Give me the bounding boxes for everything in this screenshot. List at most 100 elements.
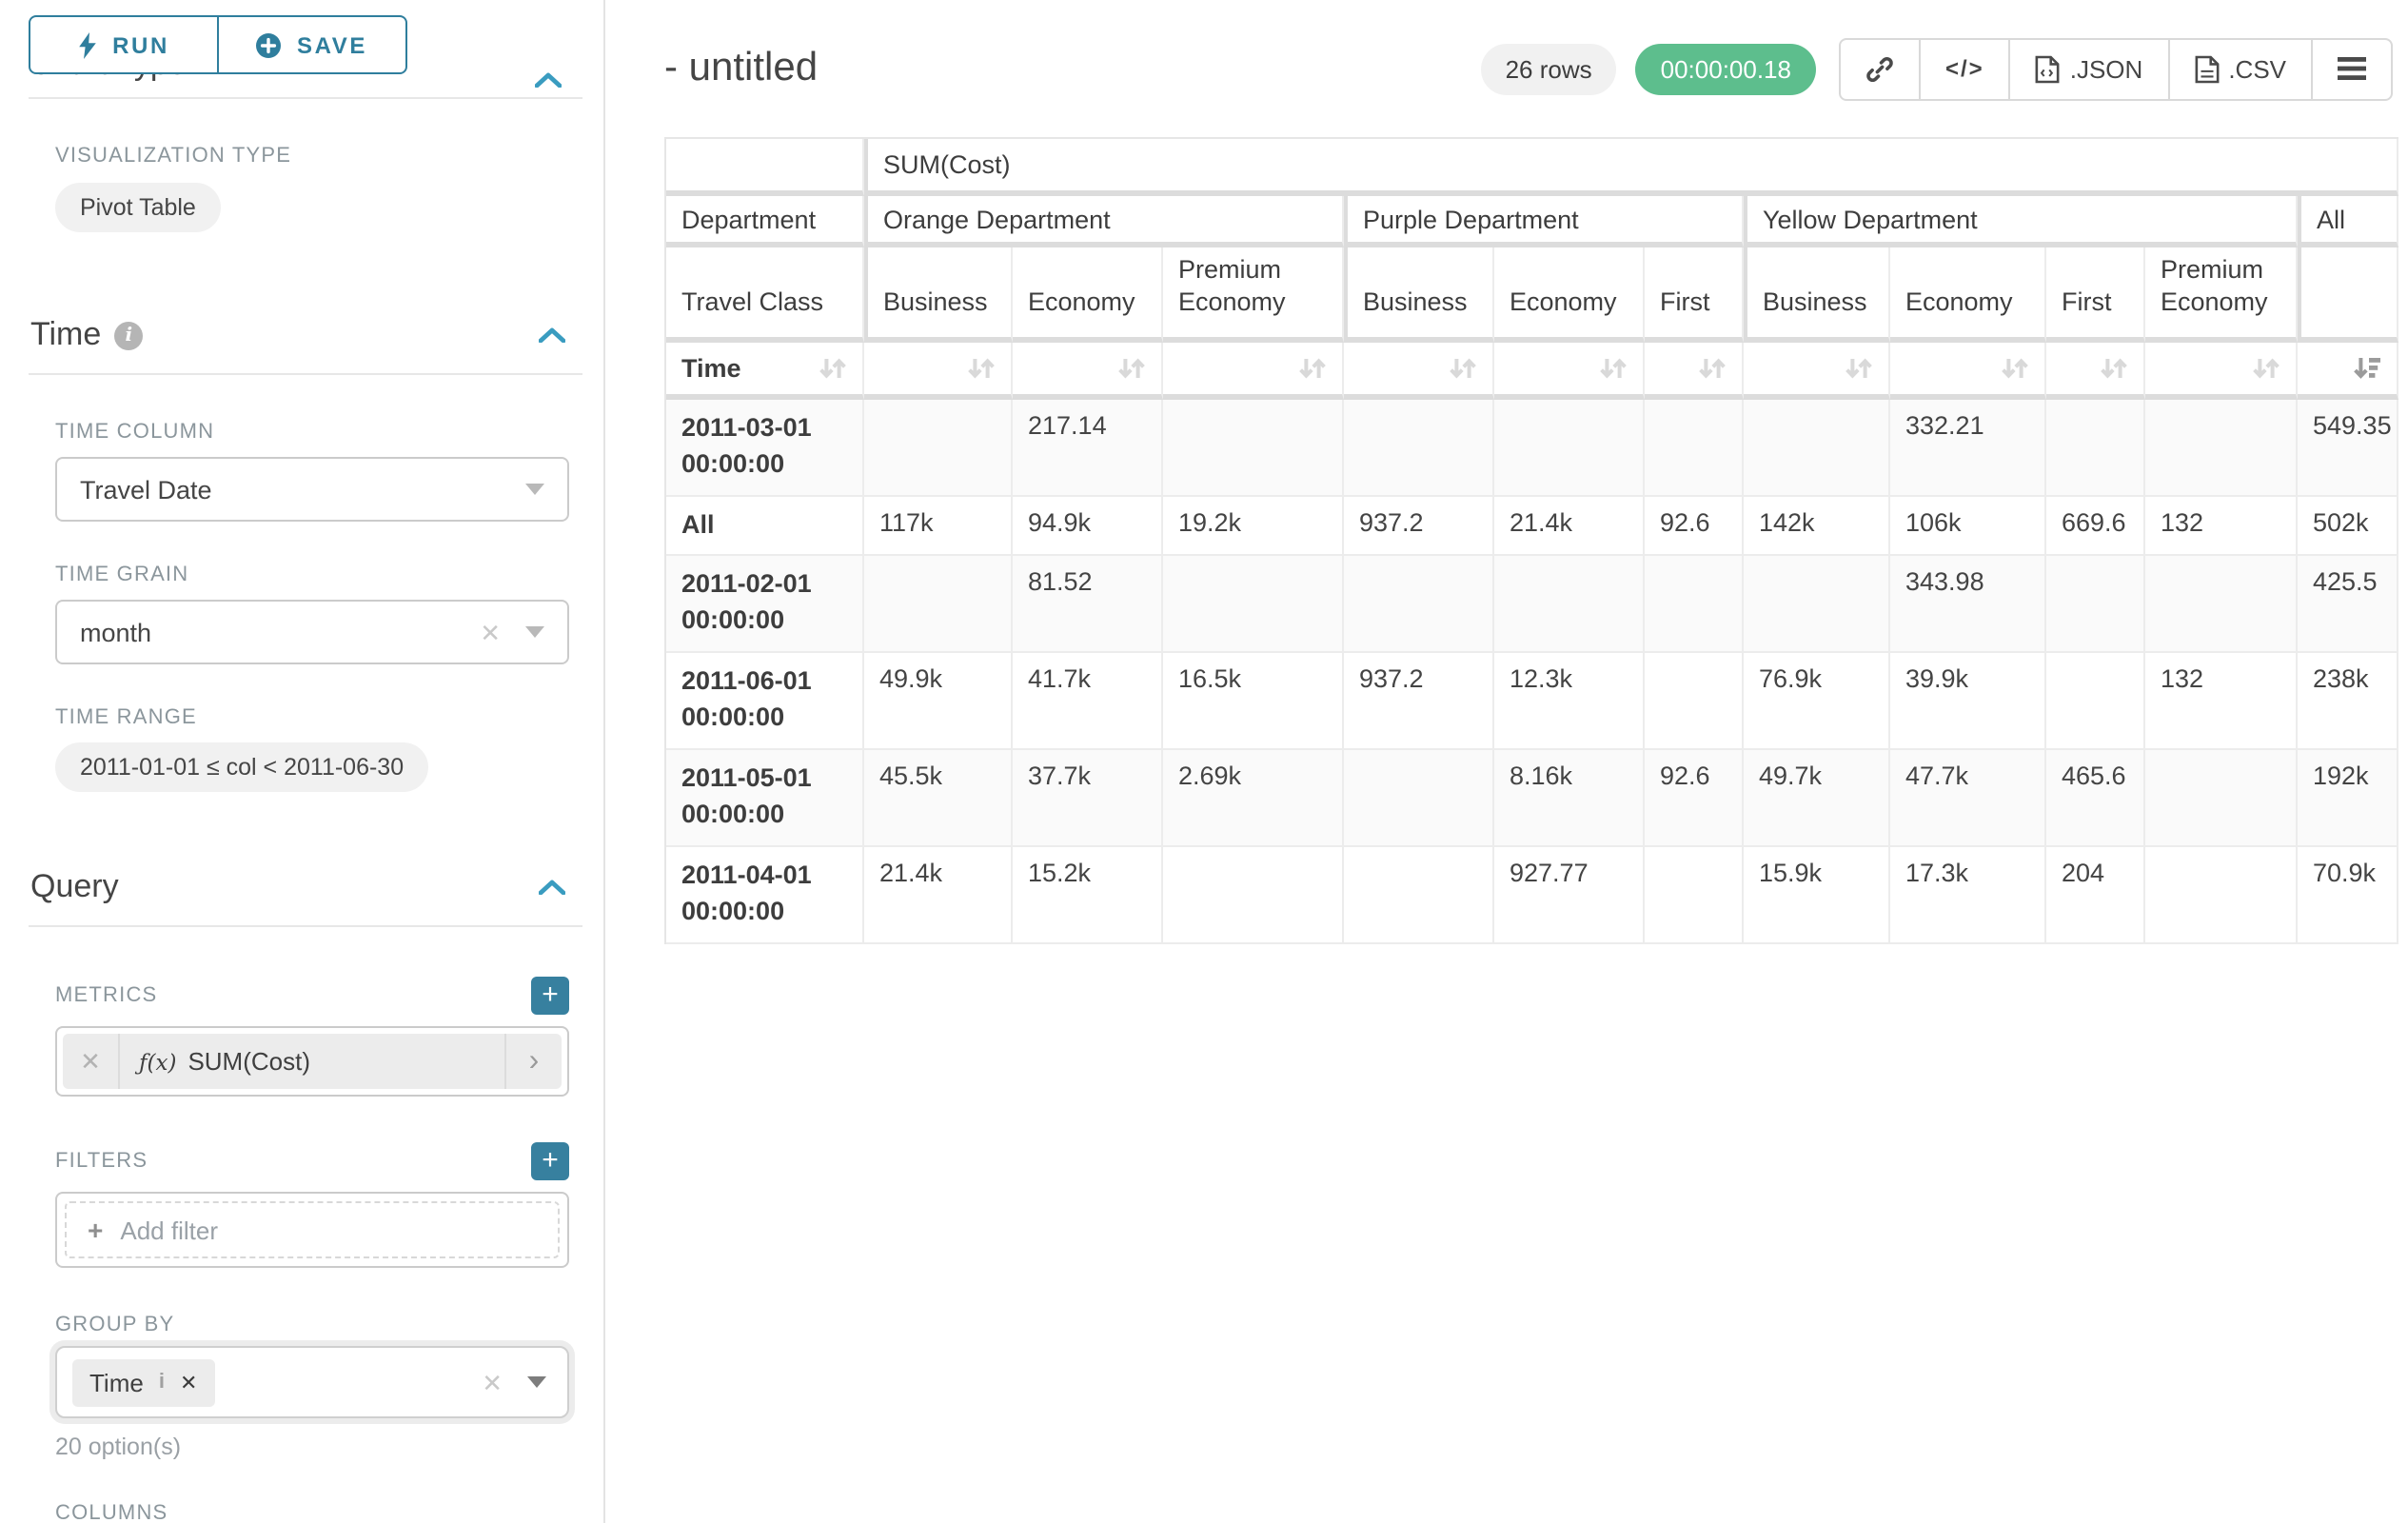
- menu-button[interactable]: [2311, 39, 2391, 98]
- column-header: Premium Economy: [2145, 247, 2298, 343]
- value-cell: [1344, 399, 1494, 497]
- chart-header: - untitled 26 rows 00:00:00.18 </>: [607, 0, 2408, 118]
- time-range-value[interactable]: 2011-01-01 ≤ col < 2011-06-30: [55, 742, 429, 792]
- column-header: [2298, 247, 2399, 343]
- value-cell: 549.35: [2298, 399, 2399, 497]
- fx-icon: ƒ(x): [139, 1048, 177, 1075]
- clear-icon[interactable]: ✕: [480, 618, 501, 646]
- time-grain-select[interactable]: month ✕: [55, 600, 569, 664]
- value-cell: 92.6: [1645, 749, 1744, 847]
- query-section-title: Query: [30, 868, 119, 904]
- value-cell: 238k: [2298, 653, 2399, 750]
- sort-toggle[interactable]: [1645, 342, 1744, 400]
- group-by-select[interactable]: Time i ✕ ✕: [55, 1346, 569, 1418]
- chevron-up-icon[interactable]: [539, 327, 565, 343]
- value-cell: 41.7k: [1013, 653, 1163, 750]
- value-cell: 132: [2145, 653, 2298, 750]
- value-cell: [1744, 399, 1890, 497]
- chevron-right-icon[interactable]: ›: [504, 1034, 562, 1089]
- value-cell: 937.2: [1344, 496, 1494, 557]
- query-timer-badge: 00:00:00.18: [1635, 43, 1816, 94]
- value-cell: 132: [2145, 496, 2298, 557]
- share-link-button[interactable]: [1841, 39, 1919, 98]
- column-header: Economy: [1890, 247, 2046, 343]
- sort-toggle[interactable]: [1163, 342, 1344, 400]
- value-cell: [1344, 749, 1494, 847]
- value-cell: [2046, 556, 2145, 654]
- row-header: 2011-05-01 00:00:00: [666, 749, 864, 847]
- table-row: 2011-04-01 00:00:00 21.4k 15.2k 927.77 15.9k 1…: [666, 846, 2399, 944]
- json-file-icon: [2036, 54, 2061, 83]
- export-csv-button[interactable]: .CSV: [2167, 39, 2311, 98]
- chart-title[interactable]: - untitled: [664, 46, 819, 89]
- clear-icon[interactable]: ✕: [482, 1368, 503, 1396]
- value-cell: 94.9k: [1013, 496, 1163, 557]
- save-button-label: SAVE: [297, 31, 367, 58]
- sort-toggle[interactable]: [864, 342, 1013, 400]
- table-row: 2011-03-01 00:00:00 217.14 332.21 549.35: [666, 399, 2399, 497]
- export-csv-label: .CSV: [2228, 54, 2286, 83]
- sort-toggle[interactable]: [2145, 342, 2298, 400]
- export-json-button[interactable]: .JSON: [2008, 39, 2168, 98]
- add-filter-button[interactable]: + Add filter: [65, 1201, 560, 1258]
- visualization-type-value[interactable]: Pivot Table: [55, 183, 221, 232]
- plus-circle-icon: [255, 31, 282, 58]
- export-json-label: .JSON: [2069, 54, 2143, 83]
- metric-chip[interactable]: ✕ ƒ(x) SUM(Cost) ›: [63, 1034, 562, 1089]
- csv-file-icon: [2194, 54, 2219, 83]
- value-cell: [1163, 846, 1344, 944]
- chevron-down-icon: [525, 626, 544, 638]
- sort-icon: [1450, 358, 1476, 378]
- plus-icon: +: [88, 1215, 104, 1245]
- sort-toggle[interactable]: [1344, 342, 1494, 400]
- sort-toggle[interactable]: Time: [666, 342, 864, 400]
- export-toolbar: </> .JSON .CSV: [1839, 37, 2393, 100]
- view-query-button[interactable]: </>: [1919, 39, 2009, 98]
- query-section-header[interactable]: Query: [30, 868, 565, 906]
- table-row: 2011-02-01 00:00:00 81.52 343.98 425.5: [666, 556, 2399, 654]
- sort-toggle[interactable]: [1494, 342, 1645, 400]
- value-cell: [2145, 846, 2298, 944]
- time-column-value: Travel Date: [80, 475, 212, 504]
- time-column-select[interactable]: Travel Date: [55, 457, 569, 522]
- sort-toggle[interactable]: [1013, 342, 1163, 400]
- value-cell: 19.2k: [1163, 496, 1344, 557]
- remove-metric-icon[interactable]: ✕: [63, 1034, 120, 1089]
- metrics-container: ✕ ƒ(x) SUM(Cost) ›: [55, 1026, 569, 1097]
- sort-toggle[interactable]: [1744, 342, 1890, 400]
- value-cell: [1744, 556, 1890, 654]
- time-section-header[interactable]: Time i: [30, 316, 565, 354]
- remove-tag-icon[interactable]: ✕: [179, 1372, 198, 1394]
- link-icon: [1865, 54, 1894, 83]
- pivot-table: SUM(Cost) Department Orange Department Purp…: [664, 137, 2399, 944]
- sort-icon: [1299, 358, 1326, 378]
- sort-toggle[interactable]: [2298, 342, 2399, 400]
- time-column-label: TIME COLUMN: [55, 421, 215, 444]
- group-by-label: GROUP BY: [55, 1314, 175, 1336]
- sort-toggle[interactable]: [1890, 342, 2046, 400]
- value-cell: [1494, 556, 1645, 654]
- add-metric-button[interactable]: +: [531, 977, 569, 1015]
- sort-toggle[interactable]: [2046, 342, 2145, 400]
- value-cell: 12.3k: [1494, 653, 1645, 750]
- value-cell: [1494, 399, 1645, 497]
- chart-type-collapse-chevron-icon[interactable]: [534, 63, 563, 97]
- value-cell: [1163, 556, 1344, 654]
- row-header: 2011-04-01 00:00:00: [666, 846, 864, 944]
- value-cell: 21.4k: [864, 846, 1013, 944]
- value-cell: [1163, 399, 1344, 497]
- table-row: All 117k 94.9k 19.2k 937.2 21.4k 92.6 142k 106k 6…: [666, 496, 2399, 557]
- value-cell: [864, 399, 1013, 497]
- run-button[interactable]: RUN: [29, 15, 219, 74]
- pivot-table-container: SUM(Cost) Department Orange Department Purp…: [664, 137, 2408, 944]
- divider: [29, 925, 582, 927]
- add-filter-plus-button[interactable]: +: [531, 1142, 569, 1180]
- column-header: Business: [864, 247, 1013, 343]
- group-header: Orange Department: [864, 196, 1344, 247]
- chevron-up-icon[interactable]: [539, 880, 565, 895]
- chevron-down-icon: [527, 1376, 546, 1388]
- metric-name: SUM(Cost): [188, 1047, 310, 1076]
- sort-icon: [2101, 358, 2127, 378]
- filters-container: + Add filter: [55, 1192, 569, 1268]
- save-button[interactable]: SAVE: [216, 15, 406, 74]
